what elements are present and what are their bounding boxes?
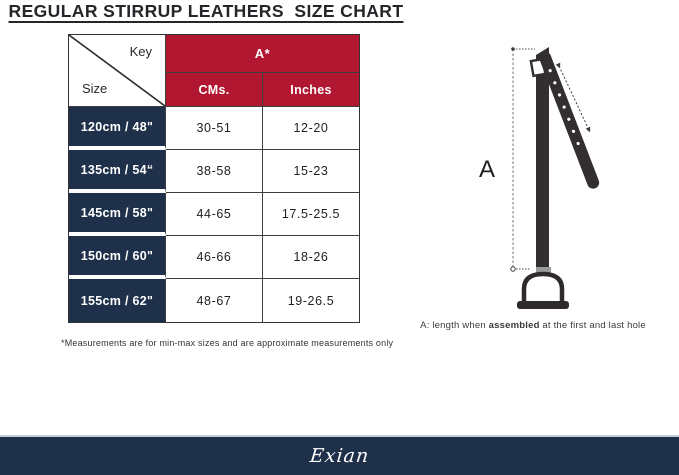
page-title: REGULAR STIRRUP LEATHERS SIZE CHART	[8, 1, 404, 21]
caption-suffix: at the first and last hole	[539, 320, 646, 331]
table-cell-cms: 38-58	[166, 150, 263, 193]
table-row-size-label: 145cm / 58"	[69, 193, 166, 236]
table-row-size-label: 150cm / 60"	[69, 236, 166, 279]
stirrup-leather-strap	[529, 47, 549, 269]
corner-key-label: Key	[129, 44, 152, 59]
table-cell-inches: 12-20	[263, 107, 359, 150]
stirrup-iron	[517, 267, 569, 309]
table-row-size-label: 120cm / 48"	[69, 107, 166, 150]
table-cell-cms: 44-65	[166, 193, 263, 236]
table-cell-cms: 46-66	[166, 236, 263, 279]
stirrup-leather-illustration	[510, 47, 600, 309]
table-cell-inches: 18-26	[263, 236, 359, 279]
table-row-size-label: 155cm / 62"	[69, 279, 166, 322]
figure-label-a: A	[479, 156, 496, 183]
table-cell-cms: 48-67	[166, 279, 263, 322]
column-group-header-a: A*	[166, 35, 359, 73]
table-cell-inches: 19-26.5	[263, 279, 359, 322]
table-row-size-label: 135cm / 54“	[69, 150, 166, 193]
measurement-line-a	[510, 47, 535, 272]
table-cell-inches: 17.5-25.5	[263, 193, 359, 236]
table-cell-inches: 15-23	[263, 150, 359, 193]
corner-size-label: Size	[82, 81, 108, 96]
diagonal-divider	[69, 35, 165, 106]
brand-logo: Exian	[308, 445, 371, 467]
column-header-cms: CMs.	[166, 73, 263, 107]
caption-prefix: A: length when	[420, 320, 489, 331]
size-table: Key Size A* CMs. Inches 120cm / 48" 30-5…	[68, 34, 360, 323]
caption-bold-word: assembled	[488, 320, 540, 331]
figure-caption: A: length when assembled at the first an…	[413, 320, 653, 331]
footer-brand-bar: Exian	[0, 435, 679, 475]
column-header-inches: Inches	[263, 73, 359, 107]
table-corner-cell: Key Size	[69, 35, 166, 107]
table-cell-cms: 30-51	[166, 107, 263, 150]
measurements-footnote: *Measurements are for min-max sizes and …	[61, 338, 394, 348]
